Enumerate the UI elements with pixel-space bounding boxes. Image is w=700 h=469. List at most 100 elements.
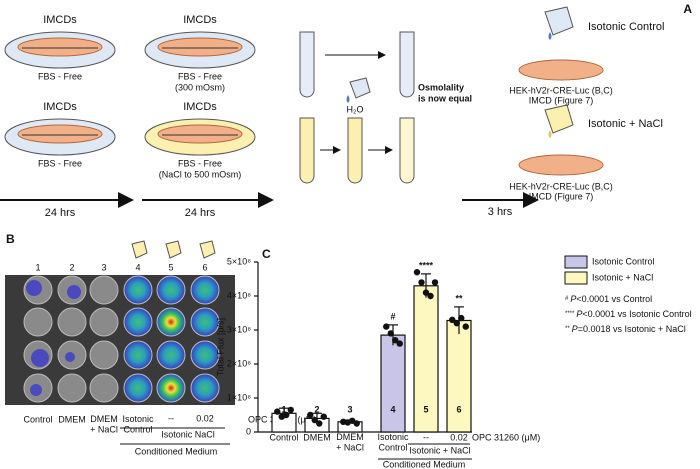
signal-patches	[26, 280, 81, 396]
legend-label: Isotonic Control	[592, 256, 655, 266]
dish-caption: (NaCl to 500 mOsm)	[159, 169, 242, 179]
x-tick-label: DMEM + NaCl	[336, 432, 364, 452]
column-number: 1	[35, 262, 40, 272]
dish	[144, 118, 256, 156]
target-label: HEK-hV2r-CRE-Luc (B,C)	[509, 181, 613, 191]
data-point	[418, 279, 425, 286]
group-label: Isotonic + NaCl	[409, 445, 470, 455]
tube	[347, 117, 363, 184]
medium-label: Conditioned Medium	[135, 446, 218, 456]
data-point	[427, 292, 434, 300]
dish-title: IMCDs	[183, 101, 217, 113]
opc-label: OPC 31260 (μM)	[472, 432, 540, 442]
data-point	[274, 408, 281, 415]
data-point	[396, 340, 403, 347]
annotation-stat: P	[576, 309, 582, 319]
bar-number: 2	[314, 404, 319, 414]
data-point	[431, 279, 439, 286]
note: is now equal	[418, 93, 472, 103]
cups	[131, 240, 216, 259]
column-number: 2	[69, 262, 74, 272]
dish-caption: FBS - Free	[38, 71, 82, 81]
annotation-mark: ****	[565, 311, 575, 317]
significance: #	[390, 311, 395, 321]
drop	[548, 32, 552, 40]
y-tick-label: 5×10⁸	[227, 256, 251, 266]
dish-caption: (300 mOsm)	[175, 82, 225, 92]
y-axis-title: Total Flux [p/s]	[215, 318, 225, 376]
annotation-text: <0.0001 vs Isotonic Control	[582, 309, 691, 319]
panel-label: A	[683, 2, 692, 16]
cup	[544, 6, 574, 36]
data-point	[422, 289, 430, 296]
annotation-stat: P	[572, 324, 578, 334]
time-label: 24 hrs	[185, 207, 216, 219]
data-point	[458, 314, 465, 322]
dish	[144, 31, 256, 69]
significance: **	[455, 293, 463, 303]
dish-caption: FBS - Free	[178, 71, 222, 81]
annotation-mark: **	[565, 326, 570, 332]
panel-label: C	[262, 247, 271, 261]
legend-label: Isotonic + NaCl	[592, 272, 653, 282]
data-point	[453, 320, 460, 327]
water-label: H₂O	[347, 104, 364, 114]
x-tick-label: --	[423, 432, 429, 442]
data-point	[283, 411, 290, 419]
data-point	[320, 413, 327, 420]
condition-label: Control	[23, 414, 52, 424]
dish-caption: FBS - Free	[38, 158, 82, 168]
dish	[4, 118, 116, 156]
column-number: 6	[202, 262, 207, 272]
annotation: # P<0.0001 vs Control	[565, 294, 652, 304]
target-label: IMCD (Figure 7)	[529, 95, 594, 105]
panel-c: C Total Flux [p/s] OPC 31260 (μM) Isoton…	[215, 247, 691, 469]
data-point	[387, 330, 394, 337]
note: Osmolality	[418, 82, 464, 92]
cup	[544, 104, 574, 134]
data-point	[383, 323, 390, 330]
tube	[299, 31, 315, 98]
time-label: 24 hrs	[45, 207, 76, 219]
data-point	[462, 323, 469, 330]
annotation-mark: #	[565, 296, 569, 302]
cup	[349, 77, 371, 99]
legend-swatch	[564, 255, 588, 269]
y-tick-label: 2×10⁸	[227, 358, 251, 368]
bar-number: 3	[347, 404, 352, 414]
y-tick-label: 4×10⁸	[227, 290, 251, 300]
legend-swatch	[564, 271, 588, 285]
panel-b: B OPC 31260 (μM) Isotonic NaCl Condition…	[5, 232, 316, 456]
medium-label: Conditioned Medium	[383, 459, 466, 469]
bar-number: 1	[281, 404, 286, 414]
annotation: ** P=0.0018 vs Isotonic + NaCl	[565, 324, 686, 334]
y-tick-label: 3×10⁸	[227, 324, 251, 334]
dish-title: IMCDs	[43, 14, 77, 26]
bar	[446, 319, 472, 433]
data-point	[311, 416, 318, 424]
condition-label: DMEM + NaCl	[90, 414, 118, 434]
dish	[4, 31, 116, 69]
treatment-label: Isotonic Control	[588, 21, 664, 33]
annotation: **** P<0.0001 vs Isotonic Control	[565, 309, 692, 319]
cells	[518, 154, 604, 176]
dish-title: IMCDs	[43, 101, 77, 113]
condition-label: DMEM	[58, 414, 86, 424]
x-tick-label: 0.02	[450, 432, 468, 442]
cells	[518, 59, 604, 81]
significance: ****	[419, 260, 434, 270]
y-tick-label: 0	[246, 426, 251, 436]
column-number: 4	[135, 262, 140, 272]
dish-title: IMCDs	[183, 14, 217, 26]
tube	[399, 117, 415, 184]
bar-number: 6	[456, 404, 461, 414]
data-point	[392, 337, 399, 344]
data-point	[287, 406, 294, 414]
condition-label: Isotonic Control	[122, 414, 154, 434]
bright-wells	[123, 275, 220, 403]
column-number: 3	[101, 262, 106, 272]
x-tick-label: Control	[269, 432, 298, 442]
treatment-label: Isotonic + NaCl	[588, 118, 663, 130]
drop	[548, 130, 552, 138]
